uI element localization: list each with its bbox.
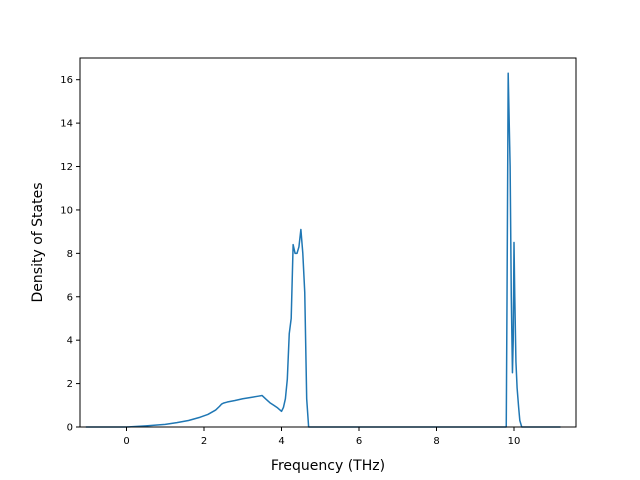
x-tick-label: 10 bbox=[508, 436, 521, 447]
plot-background bbox=[80, 58, 576, 427]
y-tick-label: 16 bbox=[60, 75, 73, 86]
y-axis-label: Density of States bbox=[30, 183, 46, 303]
y-tick-label: 12 bbox=[60, 162, 73, 173]
x-axis-label: Frequency (THz) bbox=[271, 458, 385, 474]
y-tick-label: 2 bbox=[67, 379, 73, 390]
x-tick-label: 6 bbox=[356, 436, 362, 447]
y-tick-label: 14 bbox=[60, 119, 73, 130]
x-tick-label: 4 bbox=[278, 436, 284, 447]
y-tick-label: 8 bbox=[67, 249, 73, 260]
y-tick-label: 10 bbox=[60, 205, 73, 216]
plot-frame bbox=[79, 57, 577, 428]
y-tick-label: 4 bbox=[67, 336, 73, 347]
x-tick-label: 2 bbox=[201, 436, 207, 447]
x-tick-label: 8 bbox=[433, 436, 439, 447]
x-tick-label: 0 bbox=[123, 436, 129, 447]
y-tick-label: 0 bbox=[67, 423, 73, 434]
y-tick-label: 6 bbox=[67, 292, 73, 303]
dos-series-line-0 bbox=[85, 72, 561, 428]
y-axis-ticks: 0 2 4 6 8 10 12 14 16 bbox=[60, 75, 80, 434]
series-layer bbox=[85, 72, 561, 428]
x-axis-ticks: 0 2 4 6 8 10 bbox=[123, 427, 520, 447]
